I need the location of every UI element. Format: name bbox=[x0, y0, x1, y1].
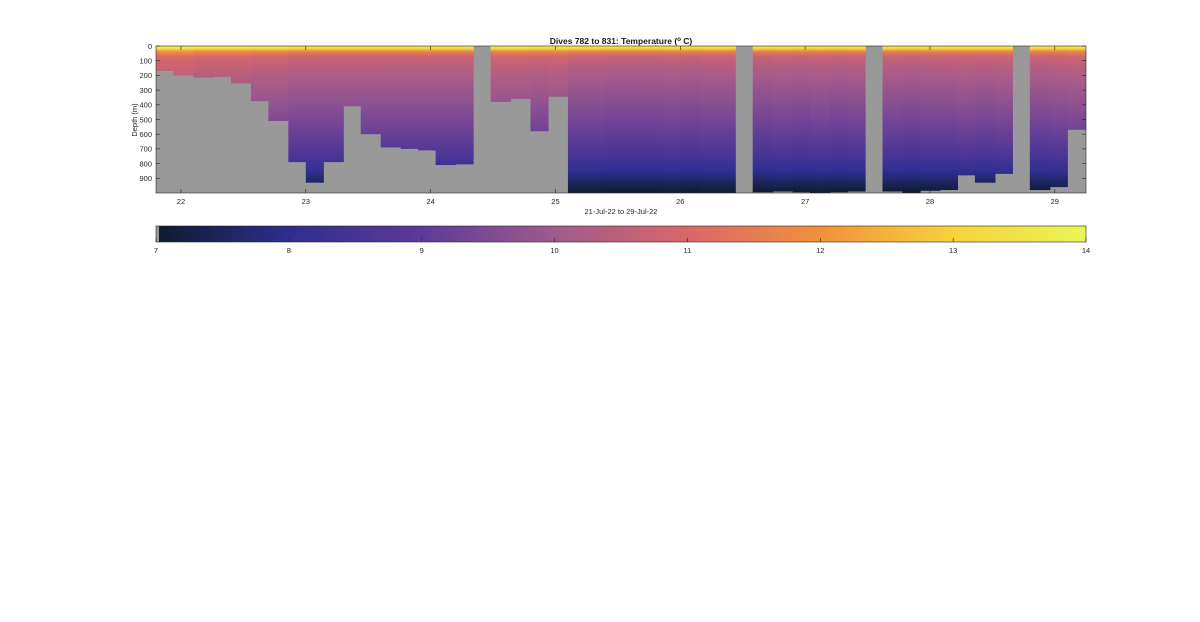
dive-column bbox=[680, 46, 701, 193]
dive-column bbox=[547, 46, 569, 97]
colorbar-tick-label: 14 bbox=[1082, 246, 1090, 255]
dive-column bbox=[625, 46, 644, 193]
dive-column bbox=[510, 46, 532, 99]
dive-columns bbox=[156, 46, 1086, 193]
dive-column bbox=[268, 46, 289, 121]
colorbar-tick-label: 7 bbox=[154, 246, 158, 255]
dive-column bbox=[772, 46, 794, 192]
colorbar-no-data-swatch bbox=[156, 226, 159, 242]
dive-column bbox=[567, 46, 589, 193]
dive-column bbox=[455, 46, 474, 165]
colorbar bbox=[156, 226, 1086, 242]
y-axis-label: Depth (m) bbox=[130, 103, 139, 137]
dive-column bbox=[1067, 46, 1086, 130]
dive-column bbox=[343, 46, 362, 107]
dive-column bbox=[156, 46, 175, 71]
dive-column bbox=[919, 46, 941, 191]
dive-column bbox=[1049, 46, 1068, 188]
y-tick-label: 400 bbox=[139, 101, 152, 110]
chart-title: Dives 782 to 831: Temperature (o C) bbox=[550, 36, 693, 46]
x-tick-label: 29 bbox=[1051, 197, 1059, 206]
colorbar-tick-label: 9 bbox=[420, 246, 424, 255]
y-tick-label: 900 bbox=[139, 174, 152, 183]
dive-column bbox=[250, 46, 269, 102]
plot-ticks: 22 23 24 25 26 27 28 29 0 100 200 300 400 500 600 700 80… bbox=[139, 42, 1086, 206]
colorbar-tick-label: 13 bbox=[949, 246, 957, 255]
colorbar-tick-label: 8 bbox=[287, 246, 291, 255]
dive-column bbox=[418, 46, 437, 151]
dive-column bbox=[810, 46, 831, 193]
x-tick-label: 26 bbox=[676, 197, 684, 206]
dive-column bbox=[193, 46, 215, 78]
dive-column bbox=[530, 46, 549, 132]
dive-column bbox=[360, 46, 382, 135]
y-tick-label: 600 bbox=[139, 130, 152, 139]
colorbar-tick-label: 12 bbox=[816, 246, 824, 255]
plot-frame bbox=[155, 45, 1087, 194]
y-tick-label: 100 bbox=[139, 57, 152, 66]
x-tick-label: 23 bbox=[302, 197, 310, 206]
colorbar-frame bbox=[155, 225, 1087, 243]
x-tick-label: 24 bbox=[426, 197, 434, 206]
x-tick-label: 28 bbox=[926, 197, 934, 206]
dive-column bbox=[700, 46, 719, 193]
dive-column bbox=[939, 46, 959, 191]
dive-column bbox=[213, 46, 232, 77]
y-tick-label: 300 bbox=[139, 86, 152, 95]
dive-column bbox=[400, 46, 419, 149]
y-tick-label: 0 bbox=[148, 42, 152, 51]
colorbar-tick-label: 11 bbox=[684, 246, 692, 255]
dive-column bbox=[752, 46, 774, 193]
dive-column bbox=[323, 46, 344, 163]
dive-column bbox=[642, 46, 664, 193]
dive-column bbox=[994, 46, 1013, 174]
x-tick-label: 25 bbox=[551, 197, 559, 206]
dive-column bbox=[173, 46, 195, 76]
y-tick-label: 500 bbox=[139, 115, 152, 124]
dive-column bbox=[605, 46, 626, 193]
x-axis-label: 21-Jul-22 to 29-Jul-22 bbox=[585, 207, 658, 216]
dive-column bbox=[847, 46, 866, 192]
dive-column bbox=[882, 46, 904, 192]
x-tick-label: 27 bbox=[801, 197, 809, 206]
dive-column bbox=[957, 46, 976, 176]
dive-column bbox=[490, 46, 512, 102]
y-tick-label: 700 bbox=[139, 145, 152, 154]
x-tick-label: 22 bbox=[177, 197, 185, 206]
dive-column bbox=[792, 46, 811, 193]
dive-column bbox=[1029, 46, 1051, 191]
dive-column bbox=[974, 46, 996, 183]
colorbar-tick-label: 10 bbox=[550, 246, 558, 255]
dive-column bbox=[305, 46, 324, 183]
y-tick-label: 800 bbox=[139, 159, 152, 168]
dive-column bbox=[435, 46, 457, 166]
dive-column bbox=[288, 46, 307, 163]
dive-column bbox=[717, 46, 736, 193]
dive-column bbox=[230, 46, 252, 84]
dive-column bbox=[380, 46, 402, 148]
y-tick-label: 200 bbox=[139, 71, 152, 80]
dive-column bbox=[662, 46, 681, 193]
dive-column bbox=[902, 46, 921, 193]
dive-column bbox=[830, 46, 849, 193]
dive-column bbox=[587, 46, 606, 193]
